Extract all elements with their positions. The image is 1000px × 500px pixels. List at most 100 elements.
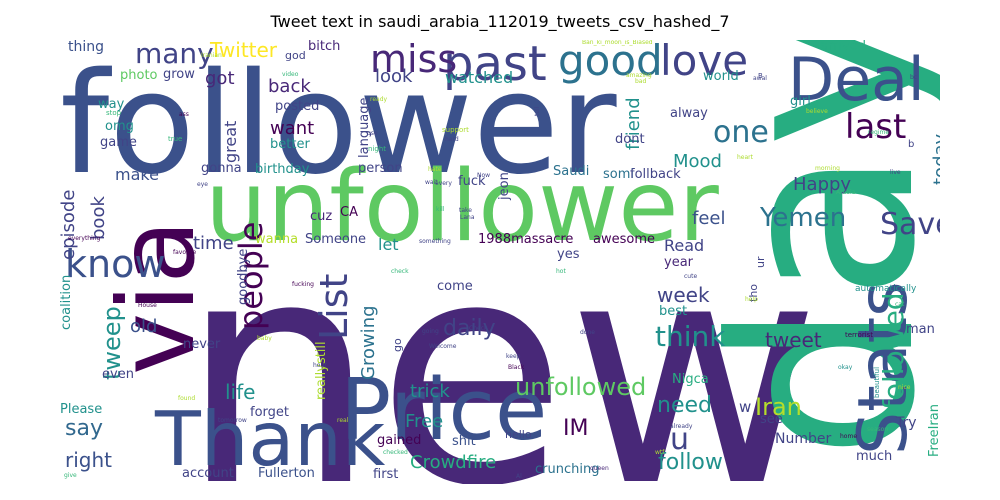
- cloud-word: Price: [340, 361, 548, 460]
- cloud-word: jeon: [497, 172, 512, 200]
- cloud-word: yes: [557, 247, 580, 262]
- cloud-word: awal: [753, 75, 767, 82]
- cloud-word: Ban_ki_moon_is_Biased: [582, 40, 653, 46]
- cloud-word: Mood: [673, 151, 722, 172]
- cloud-word: think: [655, 320, 726, 353]
- cloud-word: back: [268, 76, 311, 97]
- cloud-word: forget: [250, 405, 289, 420]
- cloud-word: everything: [68, 235, 101, 242]
- cloud-word: Arabia: [836, 189, 856, 196]
- cloud-word: Iran: [755, 393, 802, 421]
- cloud-word: followed: [877, 292, 910, 410]
- cloud-word: gained: [377, 433, 422, 448]
- cloud-word: want: [270, 118, 315, 139]
- cloud-word: Saudi: [553, 164, 590, 179]
- cloud-word: Iranian: [201, 52, 222, 59]
- cloud-word: shit: [452, 434, 476, 449]
- cloud-word: Thank: [155, 395, 386, 483]
- cloud-word: home: [840, 433, 858, 440]
- cloud-word: episode: [60, 189, 79, 260]
- cloud-word: going: [422, 328, 439, 335]
- cloud-word: bad: [635, 78, 647, 85]
- cloud-word: thing: [68, 40, 105, 55]
- cloud-word: got: [205, 68, 235, 89]
- cloud-word: give: [64, 472, 77, 479]
- cloud-word: nice: [898, 384, 911, 391]
- cloud-word: kill: [436, 206, 445, 213]
- cloud-word: keep: [506, 353, 521, 360]
- cloud-word: Growing: [358, 305, 379, 380]
- cloud-word: follback: [630, 167, 681, 182]
- cloud-word: right: [65, 448, 112, 472]
- cloud-word: many: [135, 40, 214, 70]
- cloud-word: omg: [105, 119, 134, 134]
- cloud-word: video: [282, 71, 299, 78]
- cloud-word: true: [168, 135, 183, 143]
- cloud-word: alway: [670, 106, 708, 121]
- cloud-word: already: [670, 423, 693, 430]
- cloud-word: Al: [516, 473, 522, 480]
- cloud-word: tomorrow: [218, 417, 247, 424]
- cloud-word: watched: [445, 68, 514, 87]
- cloud-word: favorite: [173, 249, 197, 256]
- cloud-word: today: [930, 133, 940, 185]
- cloud-word: birthday: [255, 162, 310, 177]
- cloud-word: let: [378, 235, 399, 254]
- cloud-word: dont: [615, 132, 645, 147]
- cloud-word: miss: [370, 40, 458, 81]
- cloud-word: know: [65, 242, 166, 286]
- cloud-word: baby: [257, 335, 272, 342]
- cloud-word: follow: [658, 450, 723, 475]
- word-cloud: new day follower unfollower via Price Thank Sta…: [60, 40, 940, 484]
- cloud-word: come: [437, 279, 473, 294]
- cloud-word: life: [225, 380, 256, 404]
- cloud-word: season: [867, 426, 889, 433]
- cloud-word: Try: [896, 415, 917, 431]
- cloud-word: live: [890, 169, 901, 176]
- cloud-word: hate: [428, 166, 442, 173]
- cloud-word: tweet: [765, 328, 822, 352]
- cloud-word: bc: [910, 74, 918, 81]
- cloud-word: regime: [868, 129, 890, 136]
- cloud-word: gonna: [201, 161, 242, 176]
- cloud-word: photo: [120, 68, 158, 83]
- cloud-word: go: [391, 338, 404, 352]
- cloud-word: reallystill: [314, 341, 329, 400]
- cloud-word: coalition: [60, 274, 74, 330]
- cloud-word: trick: [410, 381, 450, 402]
- cloud-word: love: [660, 40, 749, 85]
- cloud-word: Nigca: [672, 372, 709, 387]
- cloud-word: Twitter: [210, 40, 278, 62]
- cloud-word: better: [270, 137, 310, 152]
- cloud-word: done: [580, 329, 595, 336]
- cloud-word: account: [182, 466, 234, 481]
- cloud-word: okay: [838, 364, 853, 371]
- cloud-word: help: [745, 296, 758, 303]
- cloud-word: wtf: [655, 449, 665, 456]
- cloud-word: follower: [60, 43, 617, 206]
- cloud-word: House: [138, 302, 157, 309]
- cloud-word: last: [845, 107, 907, 147]
- cloud-word: cuz: [310, 209, 333, 224]
- cloud-word: wait: [425, 179, 438, 186]
- cloud-word: new: [180, 194, 821, 485]
- cloud-word: Lana: [460, 214, 475, 221]
- cloud-word: hour: [313, 362, 327, 369]
- cloud-word: hot: [556, 268, 566, 275]
- chart-title: Tweet text in saudi_arabia_112019_tweets…: [270, 12, 730, 31]
- cloud-word: look: [375, 66, 413, 87]
- cloud-word: week: [657, 283, 710, 307]
- cloud-word: beautiful: [873, 366, 881, 398]
- cloud-word: feel: [692, 208, 726, 229]
- cloud-word: need: [657, 393, 712, 418]
- cloud-word: good: [558, 40, 663, 85]
- cloud-word: checked: [383, 449, 408, 456]
- cloud-word: old: [130, 316, 158, 337]
- cloud-word: Number: [775, 431, 832, 447]
- cloud-word: awesome: [593, 232, 655, 247]
- cloud-word: terrorist: [845, 331, 874, 339]
- cloud-word: past: [443, 40, 547, 92]
- cloud-word: Free: [405, 411, 444, 432]
- cloud-word: best: [659, 304, 688, 319]
- cloud-word: heart: [737, 154, 753, 161]
